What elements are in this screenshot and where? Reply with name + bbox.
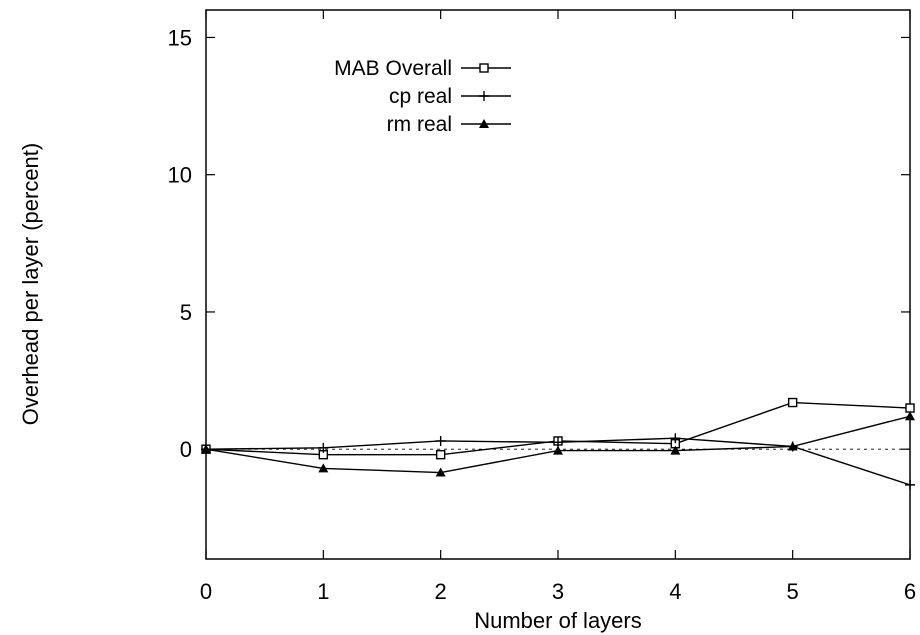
triangle-marker	[435, 467, 446, 477]
y-tick-label: 15	[168, 25, 192, 50]
triangle-marker	[905, 411, 915, 421]
triangle-marker	[787, 441, 798, 451]
triangle-marker	[479, 119, 489, 128]
plus-marker	[479, 91, 489, 101]
x-tick-label: 4	[669, 579, 681, 604]
square-marker	[435, 449, 446, 460]
square-marker	[787, 397, 798, 408]
y-axis-title: Overhead per layer (percent)	[18, 143, 43, 425]
plus-marker	[670, 433, 681, 444]
y-tick-label: 0	[180, 437, 192, 462]
x-tick-label: 0	[200, 579, 212, 604]
y-tick-label: 5	[180, 300, 192, 325]
series-layer	[201, 397, 915, 490]
plus-marker	[905, 479, 915, 490]
plus-marker	[318, 442, 329, 453]
triangle-marker	[201, 444, 211, 454]
plus-marker	[435, 435, 446, 446]
legend-label: rm real	[387, 113, 452, 136]
x-tick-label: 5	[787, 579, 799, 604]
axis-ticks: 0 1 2 3 4 5 6 0 5 10 15	[168, 10, 916, 604]
x-tick-label: 3	[552, 579, 564, 604]
plot-frame	[205, 9, 911, 560]
series-3	[201, 411, 915, 477]
triangle-marker	[318, 463, 329, 473]
series-2	[201, 433, 915, 490]
square-marker	[905, 403, 915, 413]
legend: MAB Overall cp real rm real	[334, 57, 511, 136]
triangle-marker	[553, 445, 563, 455]
legend-label: cp real	[389, 85, 452, 108]
x-tick-label: 6	[904, 579, 916, 604]
x-tick-label: 2	[435, 579, 447, 604]
x-tick-label: 1	[317, 579, 329, 604]
square-marker	[479, 63, 489, 73]
legend-label: MAB Overall	[334, 57, 452, 80]
x-axis-title: Number of layers	[474, 608, 642, 633]
y-tick-label: 10	[168, 163, 192, 188]
triangle-marker	[670, 445, 681, 455]
